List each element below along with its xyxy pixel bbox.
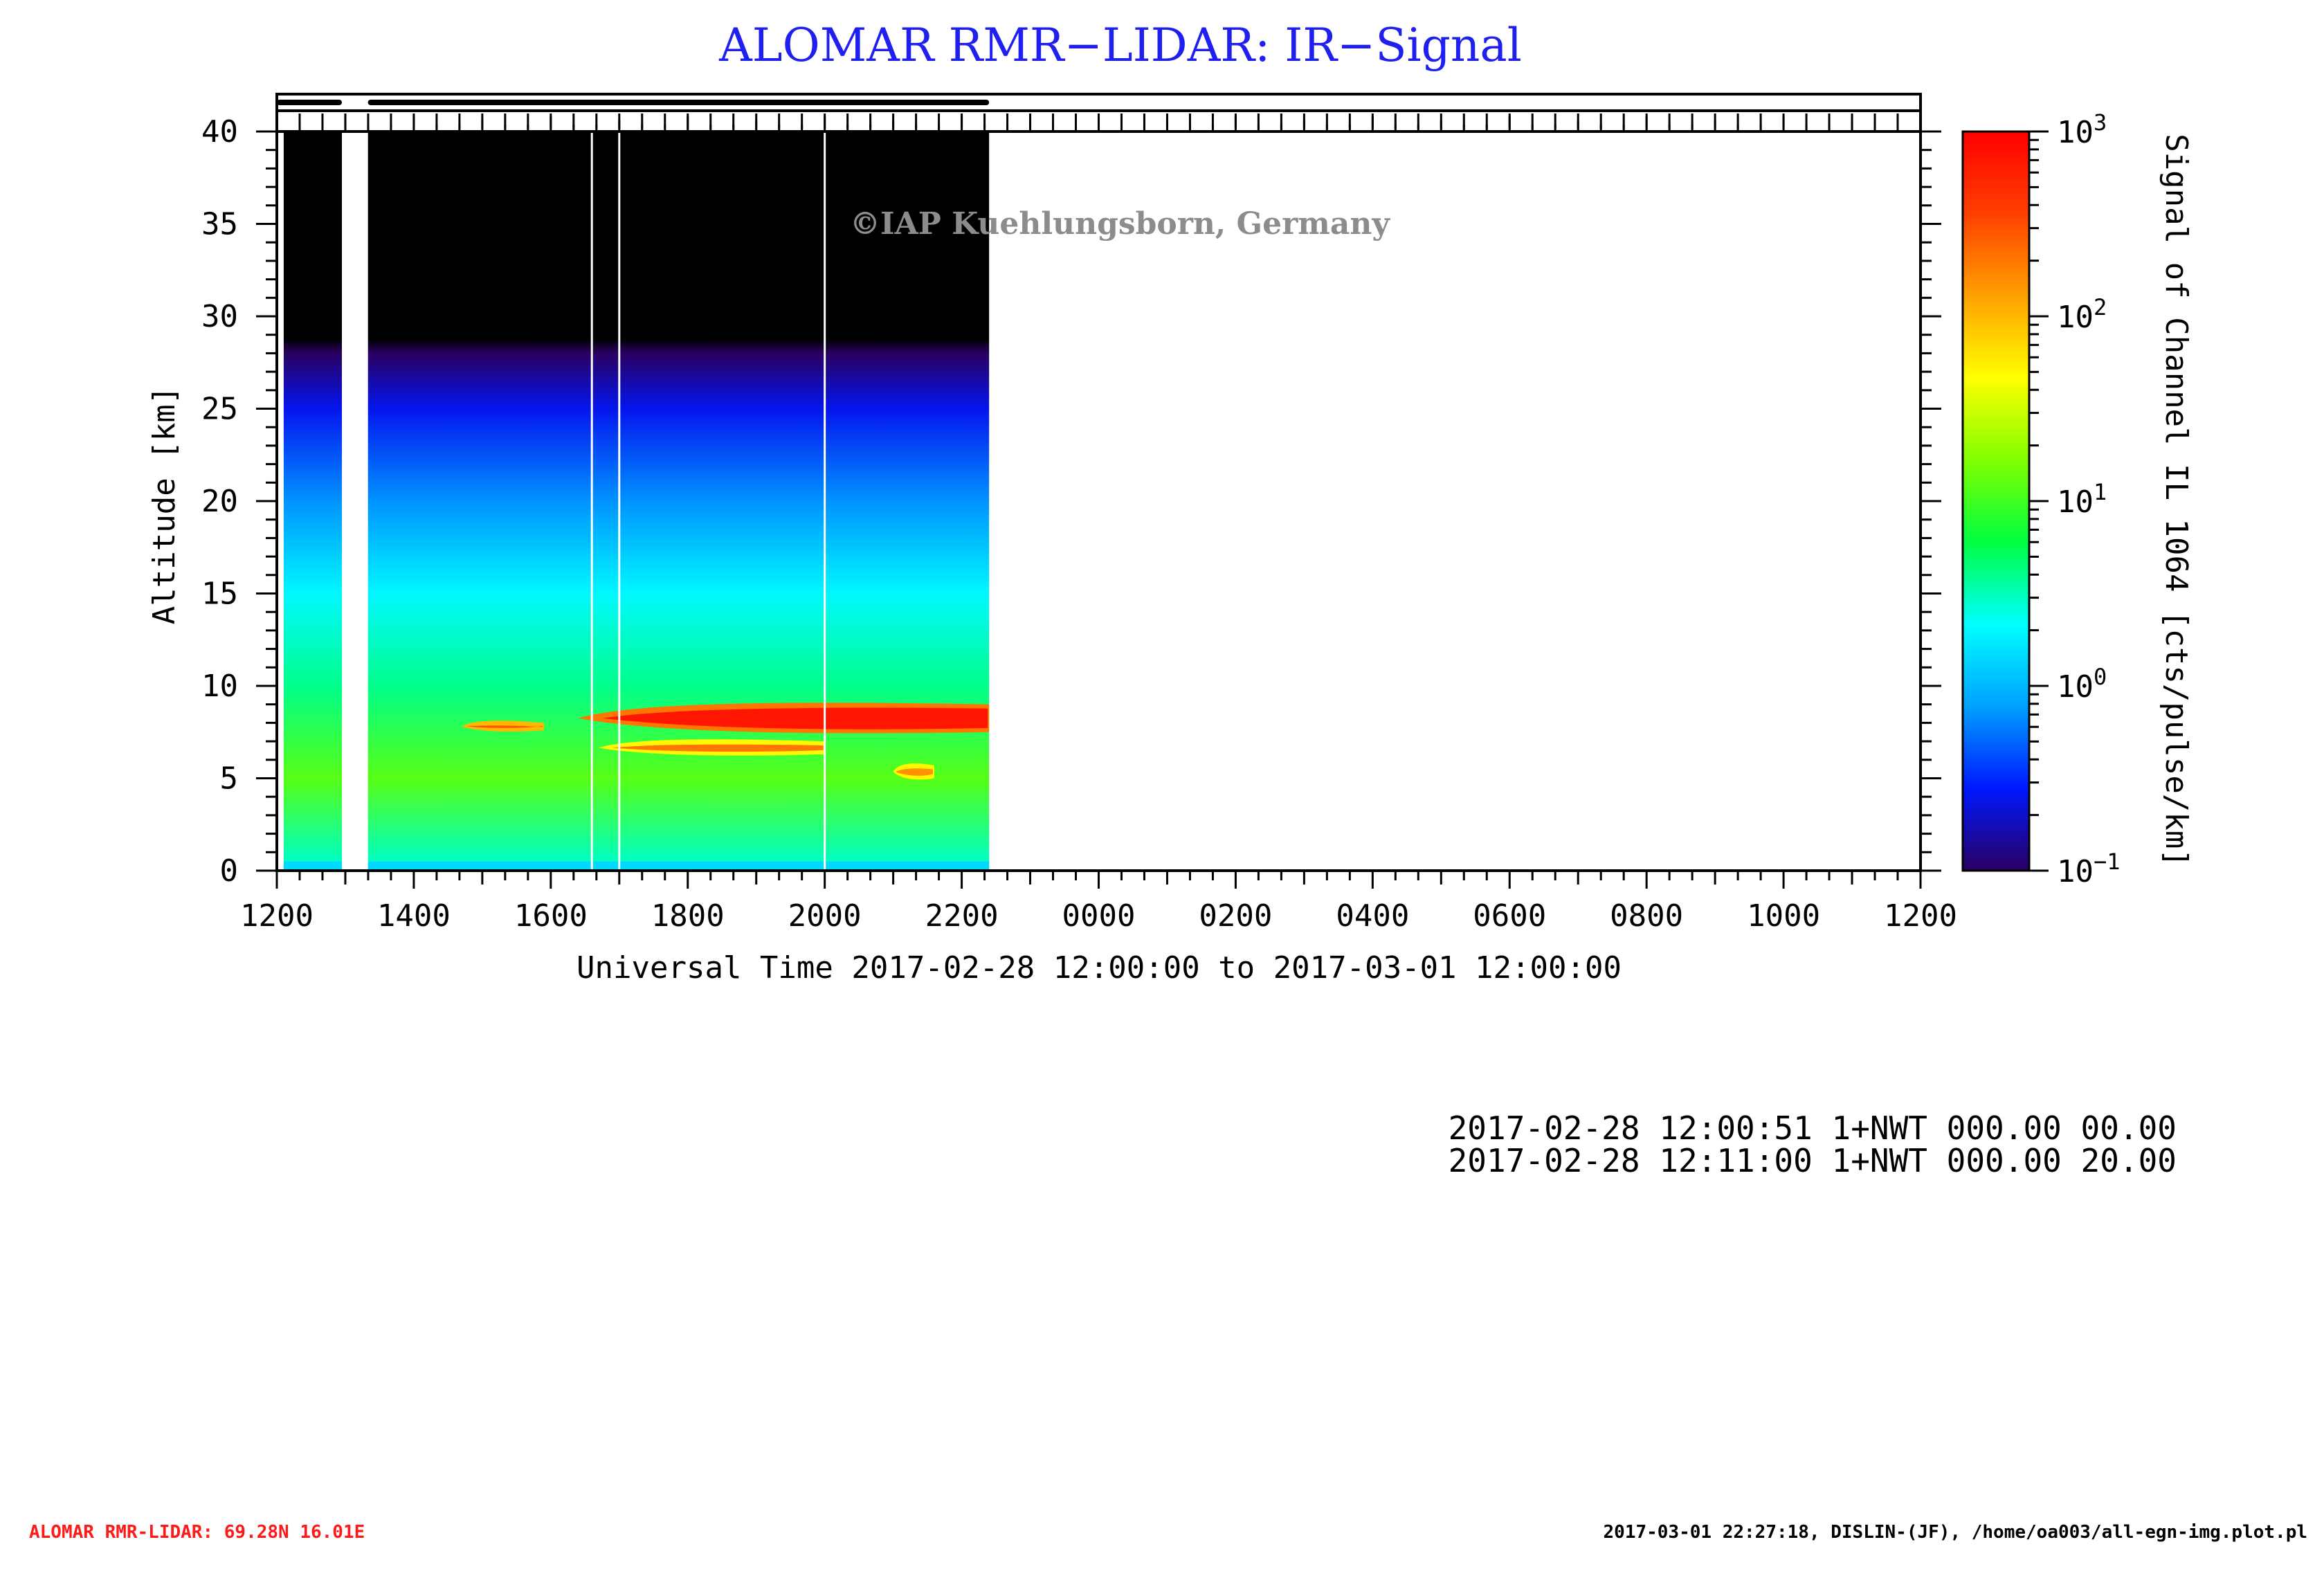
x-tick-label: 0200: [1199, 898, 1272, 934]
y-axis-label: Altitude [km]: [147, 386, 182, 624]
cloud-layer-core-1: [466, 725, 543, 728]
y-tick-label: 10: [201, 669, 238, 704]
cloud-layer-core-0: [603, 707, 988, 729]
x-tick-label: 0600: [1473, 898, 1546, 934]
cloud-layer-2: [599, 739, 825, 756]
info-line-2: 2017-02-28 12:11:00 1+NWT 000.00 20.00: [1449, 1142, 2177, 1179]
colorbar-label: Signal of Channel IL 1064 [cts/pulse/km]: [2159, 134, 2194, 867]
cloud-layer-0: [578, 702, 990, 734]
x-tick-label: 2000: [788, 898, 862, 934]
y-tick-label: 20: [201, 484, 238, 519]
copyright-watermark: ©IAP Kuehlungsborn, Germany: [850, 206, 1390, 242]
x-tick-label: 0800: [1610, 898, 1683, 934]
station-footer: ALOMAR RMR-LIDAR: 69.28N 16.01E: [29, 1522, 365, 1543]
measurement-period-bar-1: [367, 100, 990, 105]
x-tick-label: 2200: [925, 898, 999, 934]
y-tick-label: 0: [220, 853, 239, 889]
x-tick-label: 0000: [1062, 898, 1136, 934]
plot-area: 1200 1400 1600 1800 2000 2200 0000 0200 0400 0600…: [201, 93, 1957, 934]
ground-band-0: [283, 861, 343, 869]
info-line-1: 2017-02-28 12:00:51 1+NWT 000.00 00.00: [1449, 1109, 2177, 1147]
x-ticks: 1200 1400 1600 1800 2000 2200 0000 0200 0400 0600…: [240, 114, 1957, 934]
x-tick-label: 1600: [514, 898, 588, 934]
y-ticks: 0 5 10 15 20 25 30 35 40: [201, 114, 1941, 889]
y-tick-label: 15: [201, 577, 238, 612]
colorbar-tick-label: 100: [2057, 664, 2107, 705]
measurement-period-bar-0: [277, 100, 343, 105]
cloud-layer-1: [462, 720, 544, 732]
colorbar-tick-label: 103: [2057, 109, 2107, 150]
x-tick-label: 1000: [1747, 898, 1820, 934]
data-gap: [342, 131, 368, 871]
x-tick-label: 1200: [1884, 898, 1957, 934]
y-tick-label: 30: [201, 299, 238, 334]
ground-band-1: [367, 861, 990, 869]
cloud-layer-core-2: [612, 744, 824, 752]
x-axis-label: Universal Time 2017-02-28 12:00:00 to 20…: [577, 950, 1622, 986]
heatmap-column-0: [283, 131, 343, 871]
y-tick-label: 40: [201, 114, 238, 149]
x-tick-label: 1800: [651, 898, 725, 934]
cloud-layer-3: [893, 763, 934, 780]
heatmap-column-1: [367, 131, 990, 871]
plot-metadata-footer: 2017-03-01 22:27:18, DISLIN-(JF), /home/…: [1604, 1522, 2307, 1543]
colorbar-gradient: [1961, 130, 2031, 872]
colorbar-tick-label: 10−1: [2057, 849, 2121, 889]
y-tick-label: 25: [201, 392, 238, 427]
x-tick-label: 1200: [240, 898, 314, 934]
colorbar-tick-label: 101: [2057, 479, 2107, 520]
y-tick-label: 5: [220, 761, 239, 797]
chart-title: ALOMAR RMR−LIDAR: IR−Signal: [718, 19, 1522, 72]
colorbar-tick-label: 102: [2057, 294, 2107, 335]
colorbar: 103 102 101 100 10−1: [1961, 109, 2121, 889]
cloud-layer-core-3: [896, 768, 933, 776]
y-tick-label: 35: [201, 207, 238, 242]
x-tick-label: 0400: [1336, 898, 1409, 934]
x-tick-label: 1400: [377, 898, 451, 934]
